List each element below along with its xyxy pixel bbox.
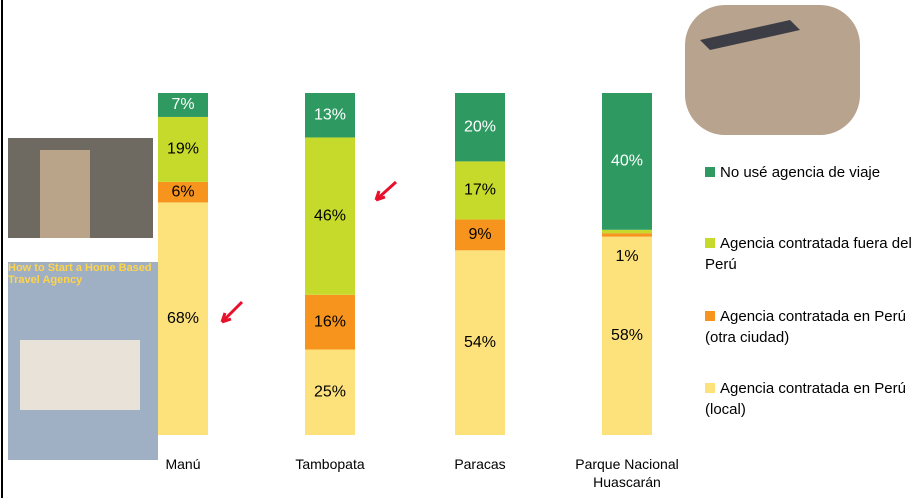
legend-swatch <box>705 238 715 248</box>
legend-swatch <box>705 383 715 393</box>
photo-plane <box>700 20 800 50</box>
bar-segment <box>602 229 652 234</box>
arrow <box>374 180 398 202</box>
legend-item: Agencia contratada en Perú (local) <box>705 378 915 420</box>
x-tick-label: Parque Nacional Huascarán <box>575 456 679 490</box>
arrow <box>220 300 244 324</box>
bar-segment <box>158 202 208 435</box>
legend-label: Agencia contratada en Perú (otra ciudad) <box>705 308 906 346</box>
bar-segment <box>455 93 505 162</box>
value-label: 17% <box>464 182 496 199</box>
value-label: 9% <box>468 226 491 243</box>
value-label: 20% <box>464 118 496 135</box>
bar-segment <box>158 181 208 203</box>
x-tick-label: Manú <box>165 456 201 472</box>
value-label: 25% <box>314 383 346 400</box>
legend-item: Agencia contratada en Perú (otra ciudad) <box>705 306 915 348</box>
legend-item: No usé agencia de viaje <box>705 162 915 183</box>
value-label: 6% <box>171 183 194 200</box>
bar-segment <box>305 93 355 138</box>
legend-swatch <box>705 167 715 177</box>
value-label: 7% <box>171 96 194 113</box>
legend-label: Agencia contratada en Perú (local) <box>705 380 906 418</box>
bar-segment <box>305 349 355 435</box>
value-label: 54% <box>464 334 496 351</box>
legend-label: No usé agencia de viaje <box>720 164 881 181</box>
legend-item: Agencia contratada fuera del Perú <box>705 233 915 275</box>
photo-book-person <box>20 340 140 410</box>
value-label: 1% <box>615 248 638 265</box>
value-label: 19% <box>167 141 199 158</box>
bar-segment <box>158 93 208 117</box>
x-tick-label: Tambopata <box>295 456 365 472</box>
photo-street-person <box>40 150 90 238</box>
bar-segment <box>455 250 505 435</box>
value-label: 58% <box>611 327 643 344</box>
bar-segment <box>455 219 505 251</box>
bar-segment <box>455 161 505 220</box>
bar-segment <box>602 236 652 435</box>
x-tick-label: Paracas <box>454 456 506 472</box>
value-label: 40% <box>611 153 643 170</box>
value-label: 16% <box>314 313 346 330</box>
bar-segment <box>602 233 652 237</box>
value-label: 13% <box>314 106 346 123</box>
legend-label: Agencia contratada fuera del Perú <box>705 235 912 273</box>
value-label: 46% <box>314 207 346 224</box>
bar-segment <box>158 116 208 182</box>
value-label: 68% <box>167 310 199 327</box>
bar-segment <box>305 137 355 295</box>
legend-swatch <box>705 311 715 321</box>
bar-segment <box>305 294 355 350</box>
book-title: How to Start a Home Based Travel Agency <box>8 262 152 286</box>
bar-segment <box>602 93 652 230</box>
